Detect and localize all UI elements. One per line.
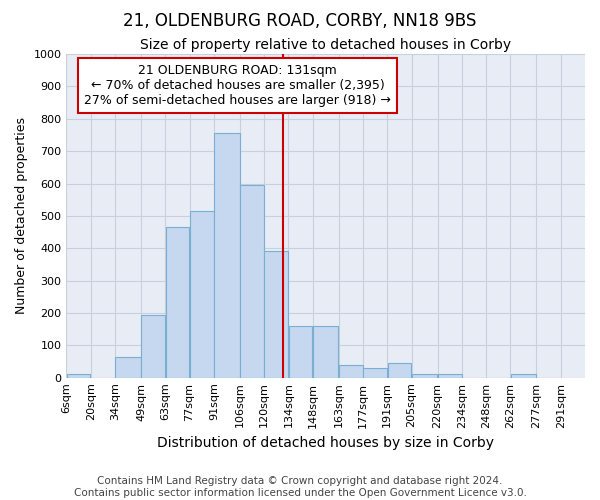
Text: 21 OLDENBURG ROAD: 131sqm
← 70% of detached houses are smaller (2,395)
27% of se: 21 OLDENBURG ROAD: 131sqm ← 70% of detac… <box>84 64 391 107</box>
Bar <box>388 363 412 378</box>
Bar <box>313 326 338 378</box>
Title: Size of property relative to detached houses in Corby: Size of property relative to detached ho… <box>140 38 511 52</box>
Bar <box>265 252 288 378</box>
Bar <box>438 374 461 378</box>
Bar <box>412 374 437 378</box>
Bar <box>115 356 141 378</box>
Text: 21, OLDENBURG ROAD, CORBY, NN18 9BS: 21, OLDENBURG ROAD, CORBY, NN18 9BS <box>124 12 476 30</box>
Bar <box>166 227 189 378</box>
Text: Contains HM Land Registry data © Crown copyright and database right 2024.
Contai: Contains HM Land Registry data © Crown c… <box>74 476 526 498</box>
Bar <box>289 326 313 378</box>
Bar <box>363 368 387 378</box>
Bar <box>339 364 363 378</box>
X-axis label: Distribution of detached houses by size in Corby: Distribution of detached houses by size … <box>157 436 494 450</box>
Bar <box>240 185 264 378</box>
Bar <box>511 374 536 378</box>
Bar <box>190 211 214 378</box>
Bar <box>214 134 239 378</box>
Y-axis label: Number of detached properties: Number of detached properties <box>15 118 28 314</box>
Bar <box>141 314 165 378</box>
Bar <box>67 374 91 378</box>
